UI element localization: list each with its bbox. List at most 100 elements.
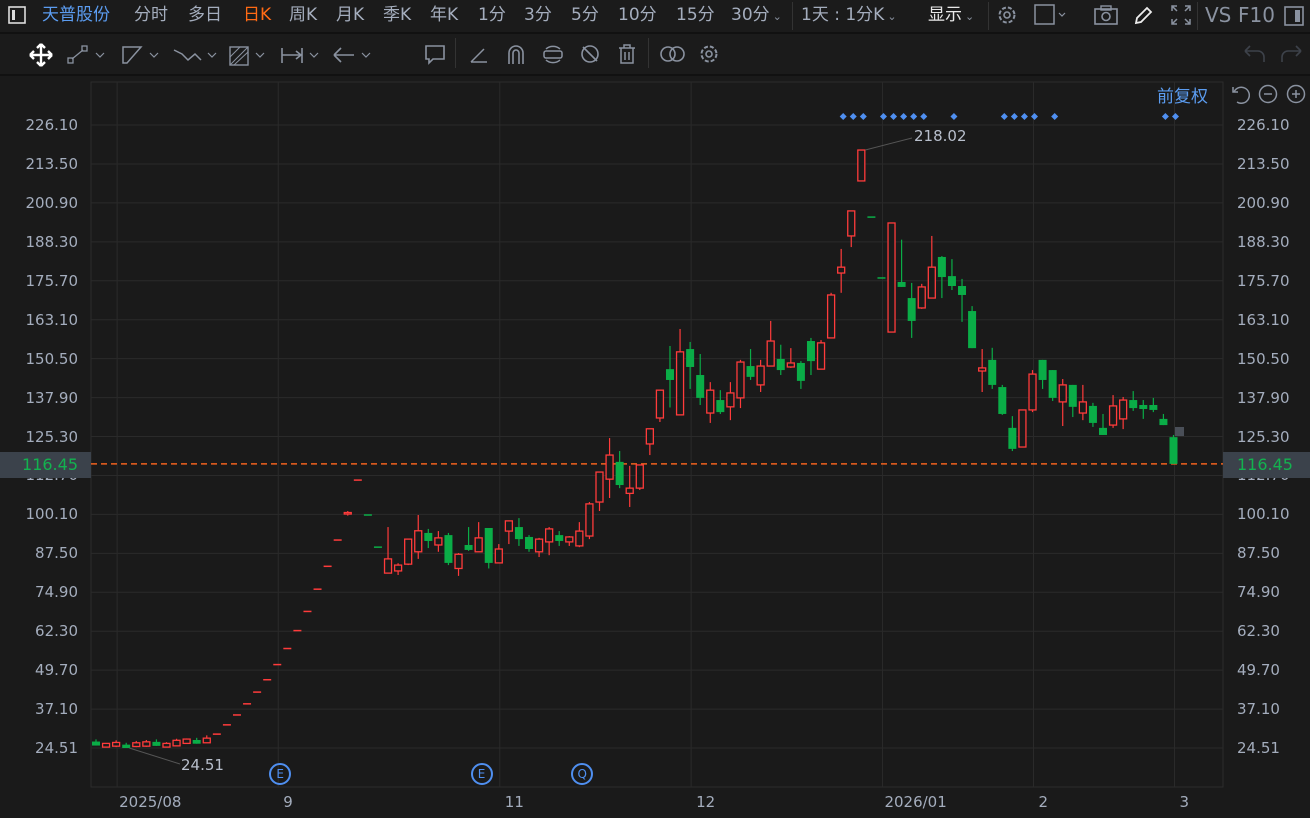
measure-tool-icon[interactable] [280,44,324,66]
y-tick-label: 74.90 [35,583,78,602]
tab-period-dropdown[interactable]: 30分 ⌄ [731,4,782,28]
candle-body-up [655,389,665,419]
candle-body-up [1058,384,1067,403]
range-select[interactable]: 1天 : 1分K ⌄ [801,4,897,28]
y-tick-label: 125.30 [1237,427,1290,446]
current-price-tag-right: 116.45 [1223,452,1310,478]
candle-body-down [776,358,785,371]
channel-tool-icon[interactable] [228,43,270,67]
candle-body-up [585,503,594,537]
tab-period[interactable]: 年K [430,5,459,25]
candle-body-up [454,553,463,570]
tab-period[interactable]: 1分 [478,5,506,25]
chevron-down-icon: ⌄ [772,10,782,23]
visibility-link-icon[interactable] [541,43,565,65]
candle-body-down [1099,427,1107,435]
candle-body-down [746,366,755,377]
candle-body-down [947,276,956,287]
drawing-settings-gear-icon[interactable] [698,43,720,65]
candle-body-up [1108,405,1118,426]
event-diamond-marker [1010,113,1018,120]
tab-period[interactable]: 周K [289,5,318,25]
trash-icon[interactable] [617,43,637,65]
candle-body-up [1078,401,1088,414]
plot-frame [90,81,1224,788]
y-tick-label: 163.10 [25,310,79,329]
zoom-out-icon[interactable] [1258,84,1278,104]
undo-icon[interactable] [1242,44,1266,64]
event-marker-e[interactable]: E [470,763,493,785]
line-tool-icon[interactable] [66,44,110,66]
y-tick-label: 163.10 [1237,310,1290,329]
candle-body-down [796,362,805,381]
comment-icon[interactable] [424,44,446,66]
y-tick-label: 226.10 [25,116,79,134]
candle-body-up [494,548,503,564]
candle-body-up [172,739,181,747]
candle-body-up [837,266,846,274]
move-icon[interactable] [28,42,54,68]
zoom-in-icon[interactable] [1286,84,1306,104]
pencil-icon[interactable] [1132,4,1154,26]
event-diamond-marker [879,113,887,120]
tab-period[interactable]: 5分 [571,5,599,25]
price-adjust-button[interactable]: 前复权 [1157,87,1208,107]
candle-body-up [917,286,926,309]
layout-square-icon[interactable] [1034,4,1068,26]
y-tick-label: 200.90 [1237,193,1290,212]
divider [988,2,989,30]
settings-gear-icon[interactable] [996,4,1018,26]
min-price-label: 24.51 [181,756,224,774]
f10-button[interactable]: F10 [1238,3,1275,27]
reset-icon[interactable] [1230,84,1250,104]
candle-body-down [525,536,534,550]
event-diamond-marker [839,113,847,120]
divider [792,2,793,30]
top-bar: 天普股份 分时 多日 日K 周K 月K 季K 年K 1分 3分 5分 10分 1… [0,0,1310,34]
camera-icon[interactable] [1094,5,1118,25]
hide-drawings-icon[interactable] [579,43,601,65]
candle-body-down [464,544,473,550]
y-tick-label: 100.10 [1237,505,1290,524]
redo-icon[interactable] [1280,44,1304,64]
candle-body-up [383,558,393,574]
link-circles-icon[interactable] [659,44,687,64]
event-marker-e[interactable]: E [269,763,292,785]
tab-period[interactable]: 分时 [134,5,168,25]
candle-body-up [726,392,735,408]
tab-period[interactable]: 15分 [676,5,715,25]
tab-period[interactable]: 3分 [524,5,552,25]
tab-period[interactable]: 10分 [618,5,657,25]
event-diamond-marker [910,113,918,120]
fullscreen-icon[interactable] [1170,4,1192,26]
x-tick-label: 2026/01 [884,793,947,811]
tab-period[interactable]: 多日 [188,5,222,25]
polygon-tool-icon[interactable] [120,44,164,66]
candle-body-up [978,367,987,372]
candle-body-up [101,742,111,748]
tab-period[interactable]: 月K [336,5,365,25]
sidebar-toggle-icon[interactable] [8,6,26,24]
y-tick-label: 150.50 [1237,349,1290,368]
magnet-icon[interactable] [505,43,527,65]
tab-period-active[interactable]: 日K [243,5,272,25]
candle-body-down [1008,427,1017,449]
wave-tool-icon[interactable] [172,42,222,68]
tab-period[interactable]: 季K [383,5,412,25]
candle-body-down [907,298,916,321]
display-menu[interactable]: 显示 ⌄ [928,4,974,28]
y-tick-label: 87.50 [1237,544,1280,563]
candle-body-up [1018,409,1027,448]
candle-body-down [897,281,906,287]
x-tick-label: 9 [283,793,293,811]
arrow-tool-icon[interactable] [332,44,376,66]
vs-compare-button[interactable]: VS [1205,3,1232,27]
candle-body-down [716,400,725,413]
right-panel-toggle-icon[interactable] [1284,6,1304,26]
event-marker-q[interactable]: Q [571,763,594,785]
angle-tool-icon[interactable] [469,44,489,64]
chart-panel[interactable] [0,76,1310,818]
candle-body-down [555,535,564,541]
y-tick-label: 188.30 [1237,232,1290,251]
